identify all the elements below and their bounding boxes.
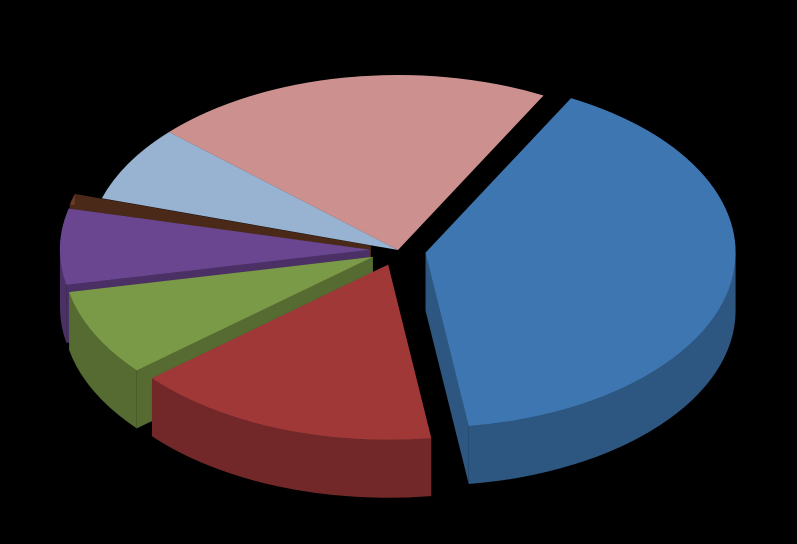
pie-chart-3d [0, 0, 797, 544]
